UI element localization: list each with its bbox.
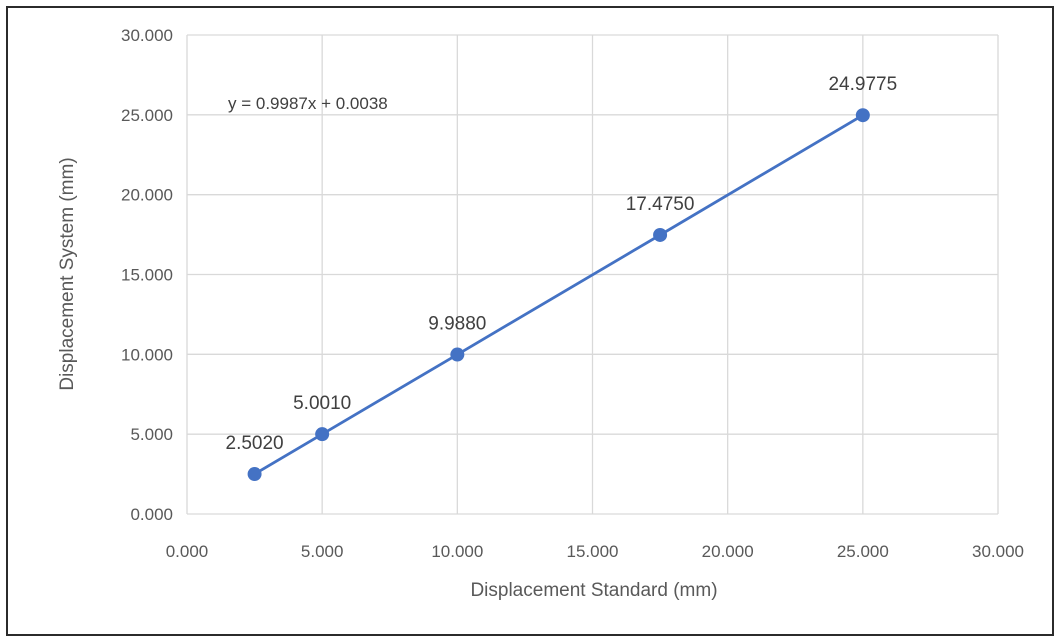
x-tick-label: 5.000 — [301, 542, 344, 561]
data-labels: 2.5020 5.0010 9.9880 17.4750 24.9775 — [226, 74, 898, 454]
x-tick-label: 20.000 — [702, 542, 754, 561]
y-tick-label: 10.000 — [121, 345, 173, 364]
x-tick-label: 25.000 — [837, 542, 889, 561]
y-tick-label: 5.000 — [130, 425, 173, 444]
series-line — [253, 113, 864, 476]
y-tick-label: 15.000 — [121, 266, 173, 285]
data-point — [855, 108, 870, 123]
data-point — [247, 467, 262, 482]
x-axis-title: Displacement Standard (mm) — [470, 580, 717, 601]
chart-frame — [6, 6, 1054, 636]
data-point — [450, 347, 465, 362]
y-tick-label: 25.000 — [121, 106, 173, 125]
data-label: 9.9880 — [428, 314, 486, 335]
x-tick-label: 10.000 — [431, 542, 483, 561]
y-axis-title: Displacement System (mm) — [57, 157, 78, 390]
x-tick-label: 15.000 — [567, 542, 619, 561]
data-label: 2.5020 — [226, 433, 284, 454]
x-tick-label: 30.000 — [972, 542, 1024, 561]
y-tick-label: 0.000 — [130, 505, 173, 524]
data-label: 24.9775 — [828, 74, 897, 95]
data-label: 5.0010 — [293, 393, 351, 414]
y-tick-label: 30.000 — [121, 26, 173, 45]
tick-labels: 0.000 5.000 10.000 15.000 20.000 25.000 30.000… — [121, 26, 1024, 561]
data-point — [315, 427, 330, 442]
x-tick-label: 0.000 — [166, 542, 209, 561]
data-point — [653, 227, 668, 242]
series-group — [247, 108, 870, 482]
data-label: 17.4750 — [626, 194, 695, 215]
trendline-equation: y = 0.9987x + 0.0038 — [228, 94, 388, 113]
y-tick-label: 20.000 — [121, 186, 173, 205]
